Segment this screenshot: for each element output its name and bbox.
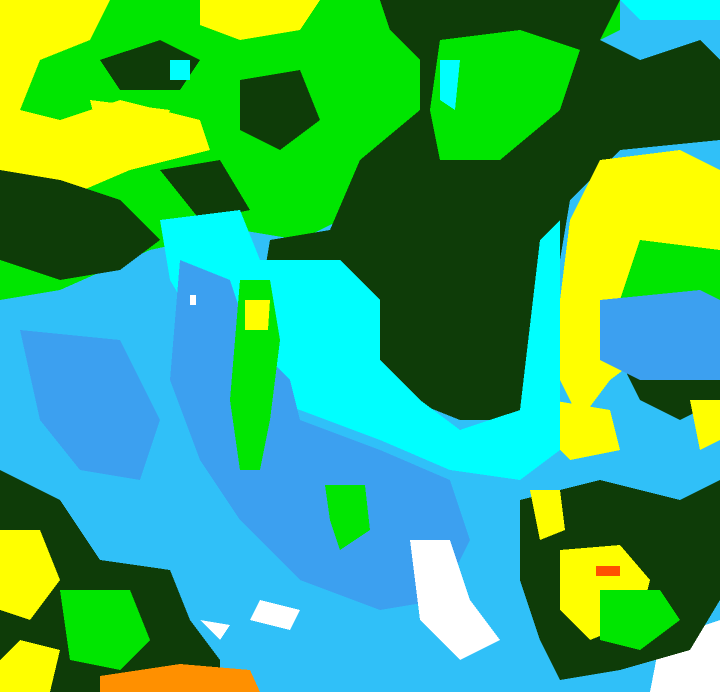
- region-dark-green-west: [0, 170, 160, 280]
- region-yellow-east-lower: [550, 400, 720, 460]
- region-cyan-band: [160, 210, 560, 480]
- region-green-southwest: [60, 590, 150, 670]
- region-blue-east: [600, 290, 720, 380]
- region-dark-green-specks: [100, 40, 320, 220]
- region-green-cluster-mid: [325, 485, 370, 550]
- region-orange-south: [100, 664, 260, 692]
- region-yellow-top: [200, 0, 320, 40]
- region-yellow-north-center: [90, 100, 170, 140]
- region-green-southeast: [600, 590, 680, 650]
- region-blue-west: [20, 330, 160, 480]
- region-yellow-southwest: [0, 530, 60, 692]
- region-yellow-strand-center: [245, 300, 270, 330]
- region-cyan-north: [170, 0, 720, 110]
- region-dark-green-southwest: [0, 470, 220, 692]
- region-red-orange-southeast: [596, 566, 620, 576]
- region-green-north-center: [430, 30, 580, 160]
